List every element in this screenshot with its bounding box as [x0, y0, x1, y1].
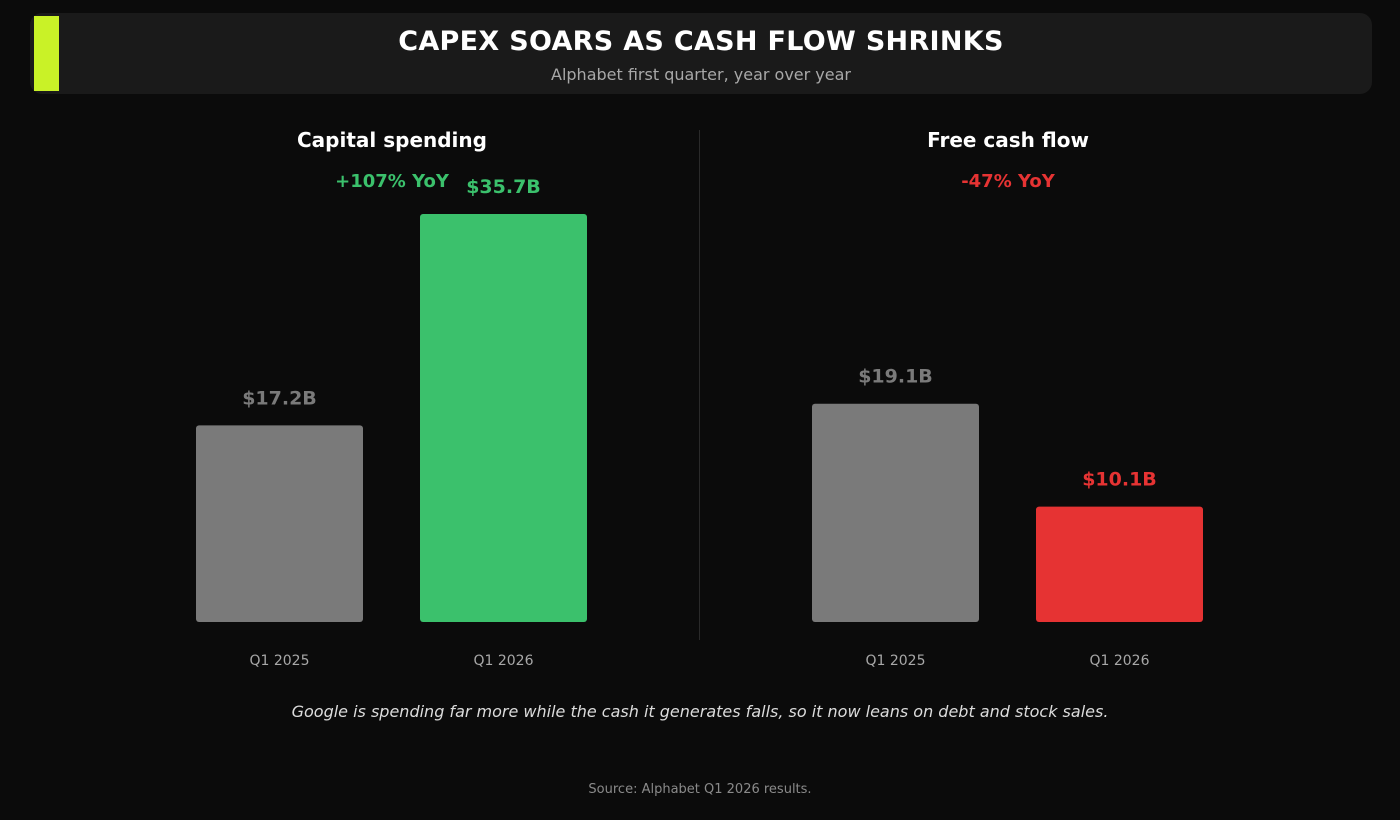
capex-q1-2026-category-label: Q1 2026 — [473, 653, 533, 669]
capex-q1-2025-category-label: Q1 2025 — [249, 653, 309, 669]
capex-q1-2025-value-label: $17.2B — [242, 387, 317, 409]
footnote: Google is spending far more while the ca… — [291, 702, 1109, 721]
fcf-q1-2026-bar — [1036, 506, 1203, 622]
capex-q1-2025-bar — [196, 425, 363, 622]
fcf-q1-2026-category-label: Q1 2026 — [1089, 653, 1149, 669]
capex-q1-2026-bar — [420, 214, 587, 622]
header-banner: CAPEX SOARS AS CASH FLOW SHRINKS Alphabe… — [30, 13, 1372, 94]
fcf-q1-2025-bar — [812, 403, 979, 622]
fcf-q1-2025-value-label: $19.1B — [858, 366, 933, 388]
capex-q1-2026-value-label: $35.7B — [466, 176, 541, 198]
chart-subtitle: Alphabet first quarter, year over year — [551, 65, 851, 84]
capex-change-label: +107% YoY — [335, 171, 449, 192]
accent-bar — [34, 16, 59, 91]
fcf-panel-title: Free cash flow — [927, 128, 1089, 152]
chart-title: CAPEX SOARS AS CASH FLOW SHRINKS — [398, 26, 1004, 57]
fcf-change-label: -47% YoY — [961, 171, 1055, 192]
panel-divider — [699, 130, 700, 640]
fcf-q1-2026-value-label: $10.1B — [1082, 469, 1157, 491]
source-note: Source: Alphabet Q1 2026 results. — [588, 782, 812, 797]
fcf-q1-2025-category-label: Q1 2025 — [865, 653, 925, 669]
capex-panel-title: Capital spending — [297, 128, 487, 152]
